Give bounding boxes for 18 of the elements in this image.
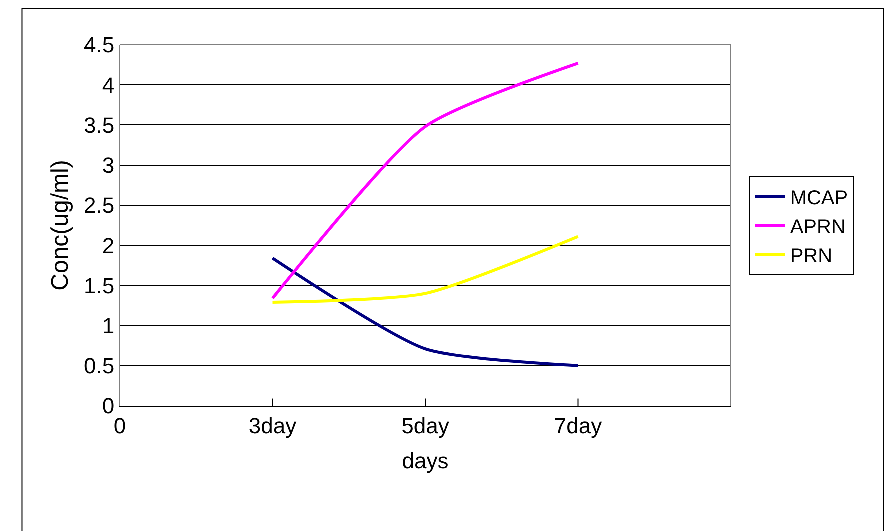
y-tick-label: 1.5 <box>84 273 115 298</box>
y-tick-label: 3 <box>102 153 115 178</box>
y-tick-label: 4 <box>102 72 115 98</box>
x-tick-label: 5day <box>402 413 450 438</box>
y-axis-title: Conc(ug/ml) <box>47 160 74 291</box>
y-tick-label: 0 <box>102 394 115 419</box>
x-tick-label: 7day <box>554 413 602 438</box>
legend-label: PRN <box>790 245 833 268</box>
y-tick-label: 1 <box>102 313 115 338</box>
y-tick-label: 2.5 <box>84 193 115 218</box>
legend-label: MCAP <box>790 187 848 210</box>
legend-label: APRN <box>790 216 846 238</box>
x-axis-title: days <box>402 448 449 474</box>
y-tick-label: 0.5 <box>84 354 115 379</box>
x-tick-label: 3day <box>248 413 297 438</box>
y-tick-label: 2 <box>102 233 115 258</box>
y-tick-label: 3.5 <box>84 112 115 138</box>
y-tick-label: 4.5 <box>84 32 115 58</box>
